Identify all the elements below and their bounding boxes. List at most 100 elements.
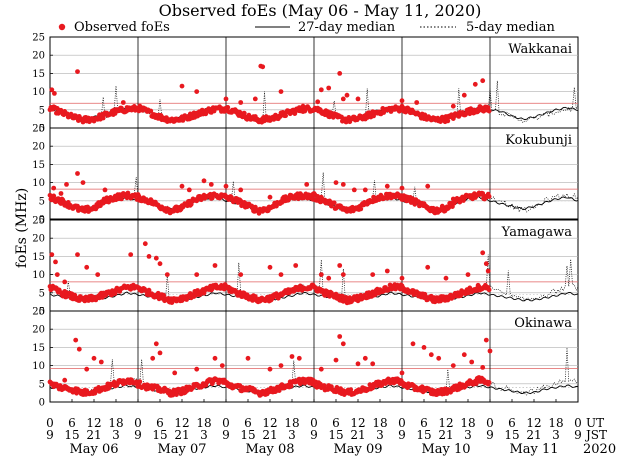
- observed-point: [421, 345, 427, 350]
- legend: Observed foEs 27-day median 5-day median: [58, 20, 555, 35]
- observed-points: [47, 171, 492, 216]
- y-tick-label: 5: [39, 105, 45, 116]
- day-label: May 11: [509, 442, 558, 457]
- observed-point: [164, 272, 170, 277]
- observed-point: [461, 92, 467, 98]
- panel-yamagawa: 0 5 10 15 20 25 Yamagawa: [32, 216, 579, 318]
- y-tick-label: 15: [32, 252, 45, 263]
- observed-point: [51, 193, 57, 199]
- observed-point: [267, 194, 273, 200]
- observed-point: [172, 370, 178, 376]
- observed-point: [370, 272, 376, 277]
- observed-point: [278, 363, 284, 368]
- observed-point: [150, 355, 156, 361]
- observed-point: [179, 83, 185, 89]
- observed-point: [208, 182, 214, 187]
- observed-point: [315, 99, 321, 105]
- observed-point: [461, 352, 467, 358]
- legend-median5-label: 5-day median: [466, 20, 555, 35]
- jst-hour-label: 15: [504, 428, 519, 442]
- ut-hour-label: 18: [548, 416, 563, 430]
- jst-hour-label: 15: [328, 428, 343, 442]
- observed-point: [238, 187, 244, 193]
- jst-hour-label: 9: [46, 428, 54, 442]
- station-label: Okinawa: [514, 316, 572, 331]
- observed-point: [153, 341, 159, 347]
- observed-point: [331, 200, 337, 206]
- observed-point: [315, 194, 321, 199]
- observed-point: [399, 185, 405, 191]
- ut-hour-label: 6: [332, 416, 340, 430]
- observed-point: [49, 87, 55, 93]
- jst-hour-label: 15: [152, 428, 167, 442]
- observed-point: [480, 191, 486, 196]
- day-label: May 06: [69, 442, 118, 457]
- observed-point: [304, 182, 310, 187]
- ut-hour-label: 18: [372, 416, 387, 430]
- y-tick-label: 10: [32, 270, 45, 281]
- y-tick-label: 5: [39, 196, 45, 207]
- observed-point: [267, 366, 273, 372]
- y-tick-label: 20: [32, 325, 45, 336]
- ut-hour-label: 12: [438, 416, 453, 430]
- y-tick-label: 10: [32, 178, 45, 189]
- y-tick-label: 20: [32, 142, 45, 153]
- chart-title: Observed foEs (May 06 - May 11, 2020): [159, 1, 482, 20]
- ut-hour-label: 18: [196, 416, 211, 430]
- observed-point: [194, 366, 200, 372]
- y-tick-label: 10: [32, 361, 45, 372]
- observed-point: [364, 115, 370, 120]
- observed-point: [486, 194, 492, 199]
- jst-hour-label: 9: [222, 428, 230, 442]
- observed-point: [311, 191, 317, 196]
- observed-point: [293, 263, 299, 268]
- observed-point: [425, 183, 431, 189]
- observed-point: [179, 183, 185, 189]
- station-panels: 0 5 10 15 20 25 Wakkanai 0 5 10 15 20 25 Kokubunji 0 5 1…: [32, 33, 579, 409]
- observed-point: [296, 192, 302, 198]
- y-tick-label: 5: [39, 379, 45, 390]
- ut-hour-label: 6: [244, 416, 252, 430]
- ut-label: UT: [586, 416, 604, 430]
- observed-point: [146, 287, 152, 293]
- observed-point: [75, 69, 80, 74]
- y-tick-label: 0: [39, 398, 45, 409]
- x-axis: UT JST 2020 0961512211830961512211830961…: [46, 399, 616, 457]
- observed-point: [119, 196, 124, 202]
- observed-point: [485, 268, 491, 274]
- observed-point: [194, 89, 200, 94]
- legend-median27-label: 27-day median: [298, 20, 396, 35]
- observed-point: [52, 91, 57, 96]
- y-tick-label: 20: [32, 51, 45, 62]
- observed-point: [487, 348, 493, 354]
- jst-hour-label: 21: [262, 428, 277, 442]
- ut-hour-label: 18: [460, 416, 475, 430]
- year-label: 2020: [583, 442, 616, 457]
- ut-hour-label: 12: [174, 416, 189, 430]
- ut-hour-label: 0: [486, 416, 494, 430]
- observed-point: [318, 272, 324, 277]
- observed-point: [53, 259, 58, 265]
- legend-observed-marker: [58, 23, 66, 31]
- observed-point: [370, 361, 376, 367]
- observed-point: [219, 363, 225, 368]
- observed-point: [445, 118, 451, 124]
- observed-point: [486, 380, 492, 385]
- observed-point: [469, 359, 475, 365]
- observed-point: [73, 337, 79, 343]
- observed-point: [355, 96, 361, 102]
- day-label: May 10: [421, 442, 470, 457]
- ut-hour-label: 18: [284, 416, 299, 430]
- observed-point: [283, 113, 288, 119]
- observed-point: [76, 346, 82, 352]
- observed-point: [267, 264, 273, 270]
- observed-point: [399, 98, 405, 104]
- observed-point: [98, 359, 104, 365]
- observed-point: [241, 110, 247, 116]
- observed-point: [340, 182, 346, 187]
- observed-point: [288, 383, 294, 389]
- y-tick-label: 15: [32, 160, 45, 171]
- observed-points: [47, 334, 493, 398]
- observed-points: [47, 241, 492, 306]
- observed-point: [260, 64, 266, 70]
